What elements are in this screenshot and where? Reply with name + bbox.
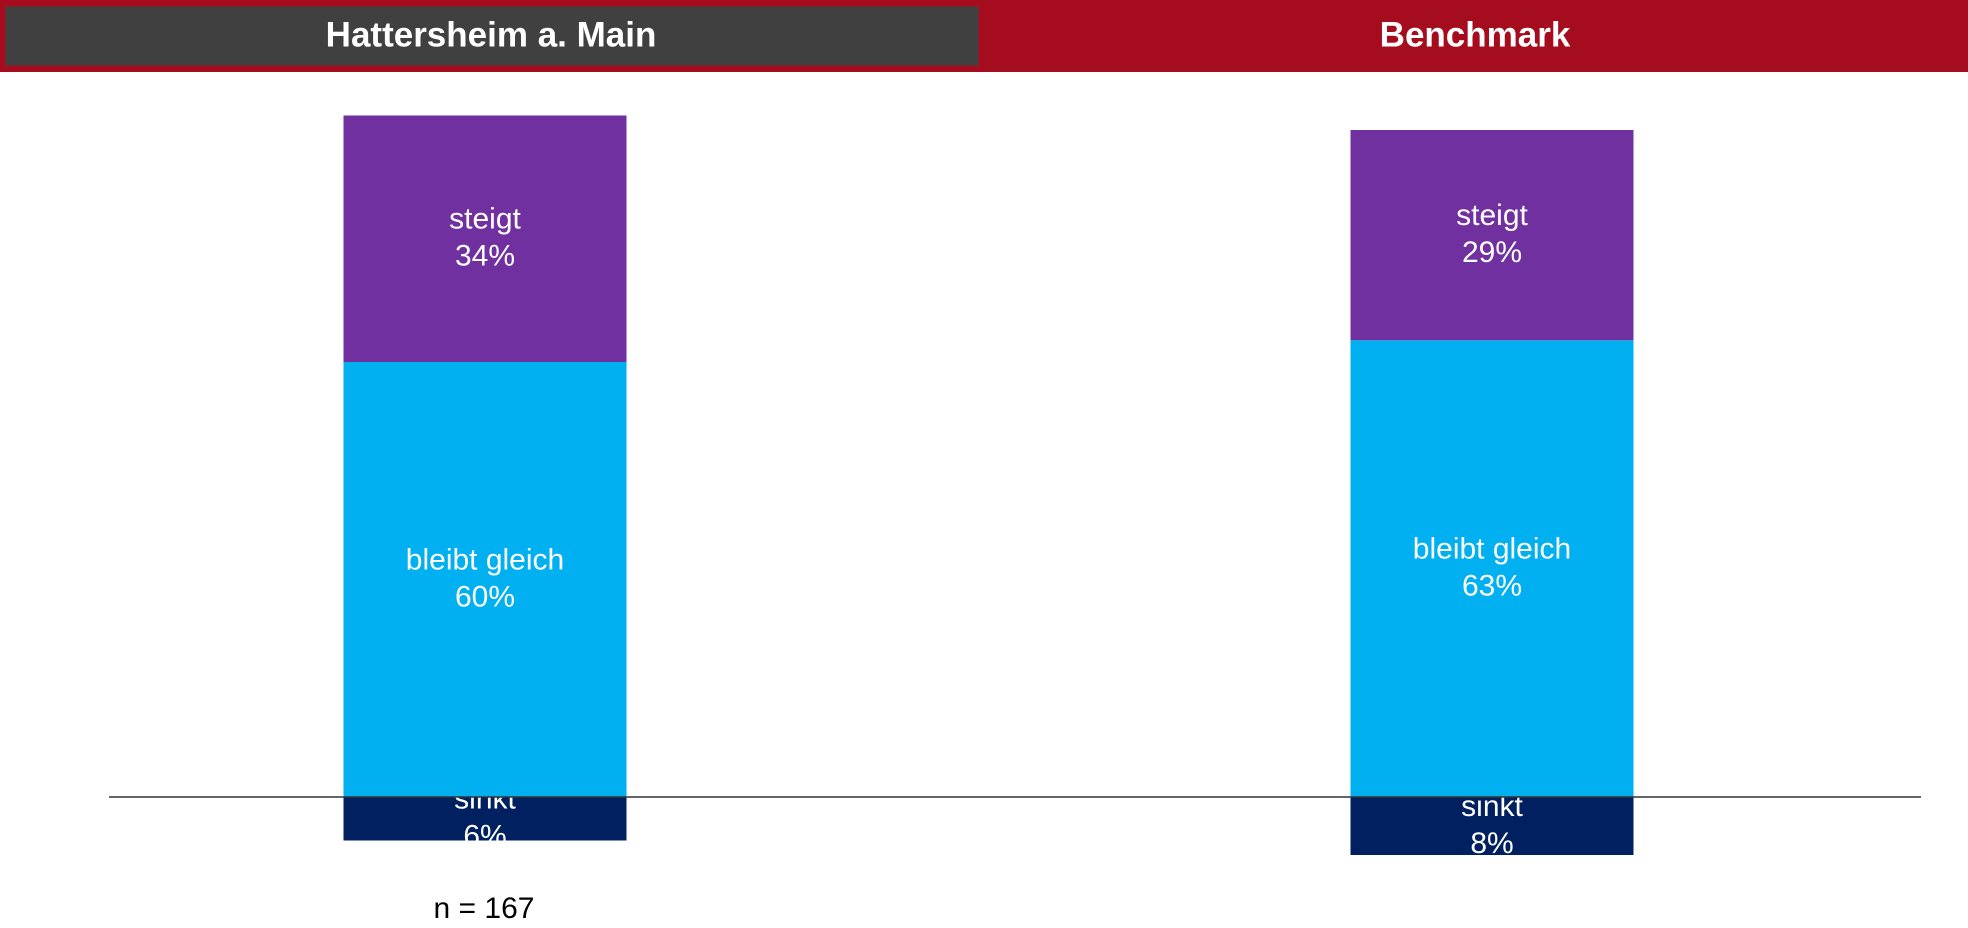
column-header: Hattersheim a. Main xyxy=(326,15,657,54)
data-label: 63% xyxy=(1462,570,1522,603)
segment-name: steigt xyxy=(449,203,521,236)
data-label: 34% xyxy=(455,240,515,273)
bar-segment xyxy=(343,115,627,362)
segment-name: bleibt gleich xyxy=(1413,533,1571,566)
data-label: 60% xyxy=(455,580,515,613)
bar-segment xyxy=(343,362,627,797)
segment-name: steigt xyxy=(1456,199,1528,232)
data-label: 6% xyxy=(463,820,506,853)
data-label: 29% xyxy=(1462,236,1522,269)
segment-name: bleibt gleich xyxy=(406,543,564,576)
bar-segment xyxy=(1350,340,1634,797)
bar-segment xyxy=(343,797,627,841)
header-left-box xyxy=(2,3,982,69)
bar-segment xyxy=(1350,130,1634,341)
bar-segment xyxy=(1350,797,1634,855)
sample-size: n = 167 xyxy=(434,892,535,925)
data-label: 8% xyxy=(1470,827,1513,860)
column-header: Benchmark xyxy=(1380,15,1571,54)
